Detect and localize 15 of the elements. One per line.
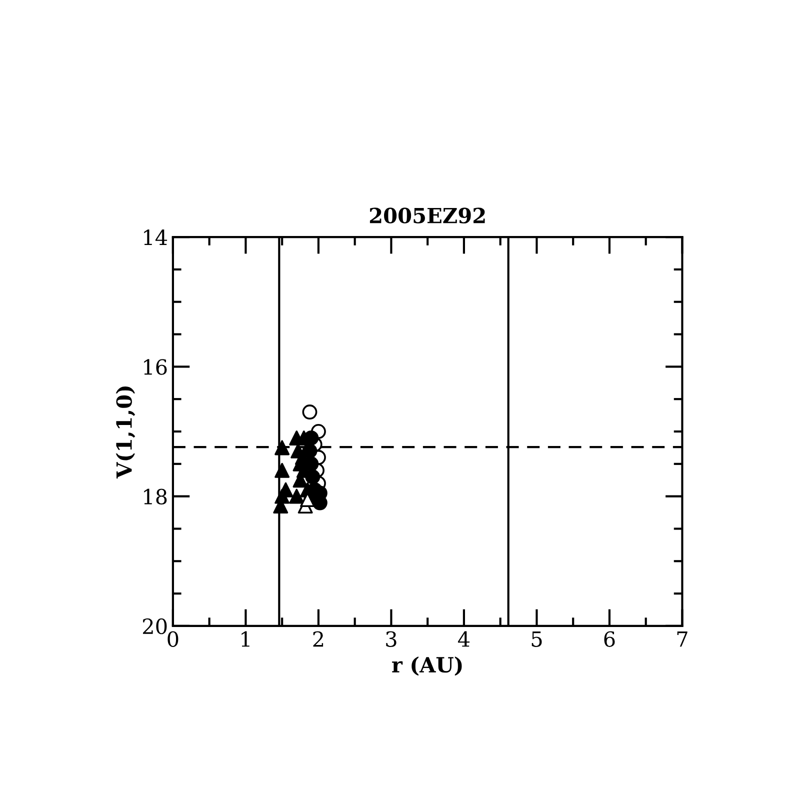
x-tick-label: 1 [242,631,250,647]
x-tick-label: 2 [313,631,324,647]
x-tick-label: 0 [168,631,178,647]
y-tick-label: 18 [144,488,167,505]
x-tick-label: 5 [532,631,542,647]
chart-title: 2005EZ92 [370,208,485,224]
x-tick-label: 3 [386,631,396,647]
y-tick-label: 16 [144,359,167,375]
x-tick-label: 4 [458,631,470,647]
y-axis-title: V(1,1,0) [116,386,136,479]
x-tick-label: 6 [604,631,615,647]
y-tick-label: 20 [142,618,167,634]
x-tick-label: 7 [677,631,688,647]
y-tick-label: 14 [144,229,168,245]
x-axis-title: r (AU) [392,656,462,676]
